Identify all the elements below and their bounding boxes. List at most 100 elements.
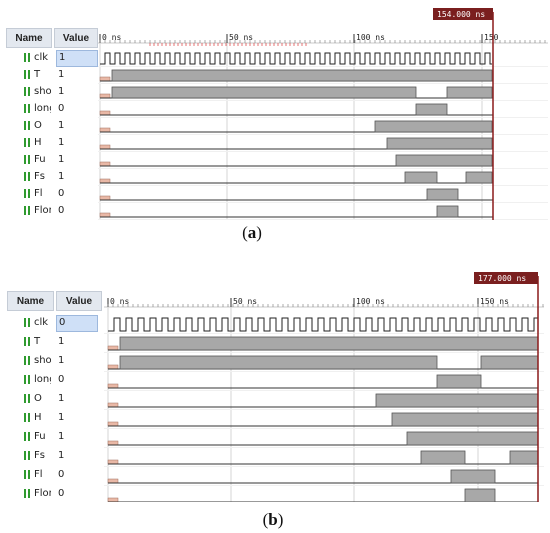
signal-value: 1 [58,154,65,165]
bus-segment [464,488,496,502]
cursor-time-label: 177.000 ns [478,274,526,283]
signal-name: H [34,412,42,423]
bus-segment [406,431,539,446]
initial-segment [107,421,119,427]
bus-segment [446,86,493,99]
bus-segment [450,469,496,484]
signal-name: Flon [34,488,51,499]
bus-segment [426,188,459,201]
bus-segment [436,205,459,218]
initial-segment [99,110,111,116]
bus-segment [375,393,539,408]
signal-row-fl[interactable]: Fl 0 [0,186,100,203]
signal-name: Fs [34,450,45,461]
bus-segment [374,120,493,133]
time-label: 50 ns [229,33,253,42]
waveform-view[interactable]: 0 ns 50 ns 100 ns 150 154.000 ns [98,0,548,225]
signal-row-flon[interactable]: Flon 0 [0,203,100,220]
signal-name: Fu [34,154,46,165]
signal-row-fs[interactable]: Fs 1 [0,448,100,465]
clock-waveform [108,317,538,332]
signal-name: O [34,120,42,131]
signal-row-fu[interactable]: Fu 1 [0,429,100,446]
initial-segment [99,161,111,167]
bus-signal-icon [24,172,31,181]
initial-segment [107,345,119,351]
bus-signal-icon [24,138,31,147]
initial-segment [99,127,111,133]
signal-row-fl[interactable]: Fl 0 [0,467,100,484]
signal-value: 1 [58,69,65,80]
initial-segment [99,178,111,184]
bus-segment [386,137,493,150]
waveform-panel-a: Name Value clk1T1shor1long0O1H1Fu1Fs1Fl0… [0,0,550,245]
signal-row-long[interactable]: long 0 [0,101,100,118]
time-label: 100 ns [356,297,385,306]
time-label: 150 [484,33,499,42]
name-column-header[interactable]: Name [6,28,52,48]
signal-name: Fl [34,188,43,199]
bus-segment [436,374,482,389]
bus-signal-icon [24,121,31,130]
initial-segment [107,383,119,389]
time-label: 150 ns [480,297,509,306]
signal-name: long [34,103,51,114]
initial-segment [99,93,111,99]
signal-value: 1 [58,412,65,423]
signal-name: O [34,393,42,404]
bus-segment [395,154,493,167]
signal-row-shor[interactable]: shor 1 [0,353,100,370]
bus-segment [119,336,539,351]
bus-signal-icon [24,337,31,346]
signal-row-flon[interactable]: Flon 0 [0,486,100,503]
initial-segment [107,440,119,446]
value-column-header[interactable]: Value [56,291,102,311]
bus-signal-icon [24,70,31,79]
signal-value: 1 [58,336,65,347]
initial-segment [107,364,119,370]
waveform-view[interactable]: 0 ns 50 ns 100 ns 150 ns 177.000 ns [104,262,544,502]
signal-value: 0 [58,374,65,385]
cursor-label-box [433,8,493,20]
time-label: 100 ns [356,33,385,42]
bus-signal-icon [24,432,31,441]
bus-segment [111,69,493,82]
bus-signal-icon [24,470,31,479]
cursor-label-box [474,272,538,284]
bus-signal-icon [24,489,31,498]
caption-b: (b) [262,510,284,529]
bus-signal-icon [24,375,31,384]
value-column-header[interactable]: Value [54,28,98,48]
bus-segment [111,86,417,99]
signal-name: shor [34,355,51,366]
signal-name: clk [34,52,49,63]
signal-row-shor[interactable]: shor 1 [0,84,100,101]
signal-value: 1 [58,86,65,97]
bus-segment [119,355,438,370]
signal-row-clk[interactable]: clk 1 [0,50,100,67]
signal-value: 1 [58,431,65,442]
bus-segment [509,450,539,465]
signal-row-fu[interactable]: Fu 1 [0,152,100,169]
signal-row-clk[interactable]: clk 0 [0,315,100,332]
signal-row-long[interactable]: long 0 [0,372,100,389]
initial-segment [99,144,111,150]
signal-value: 0 [58,188,65,199]
clock-waveform [100,52,492,65]
signal-value: 0 [58,469,65,480]
bus-signal-icon [24,318,31,327]
signal-row-fs[interactable]: Fs 1 [0,169,100,186]
bus-signal-icon [24,413,31,422]
signal-name: Flon [34,205,51,216]
bus-segment [415,103,448,116]
signal-value: 1 [58,137,65,148]
name-column-header[interactable]: Name [7,291,54,311]
bus-segment [404,171,438,184]
waveform-panel-b: Name Value clk0T1shor1long0O1H1Fu1Fs1Fl0… [0,262,550,533]
